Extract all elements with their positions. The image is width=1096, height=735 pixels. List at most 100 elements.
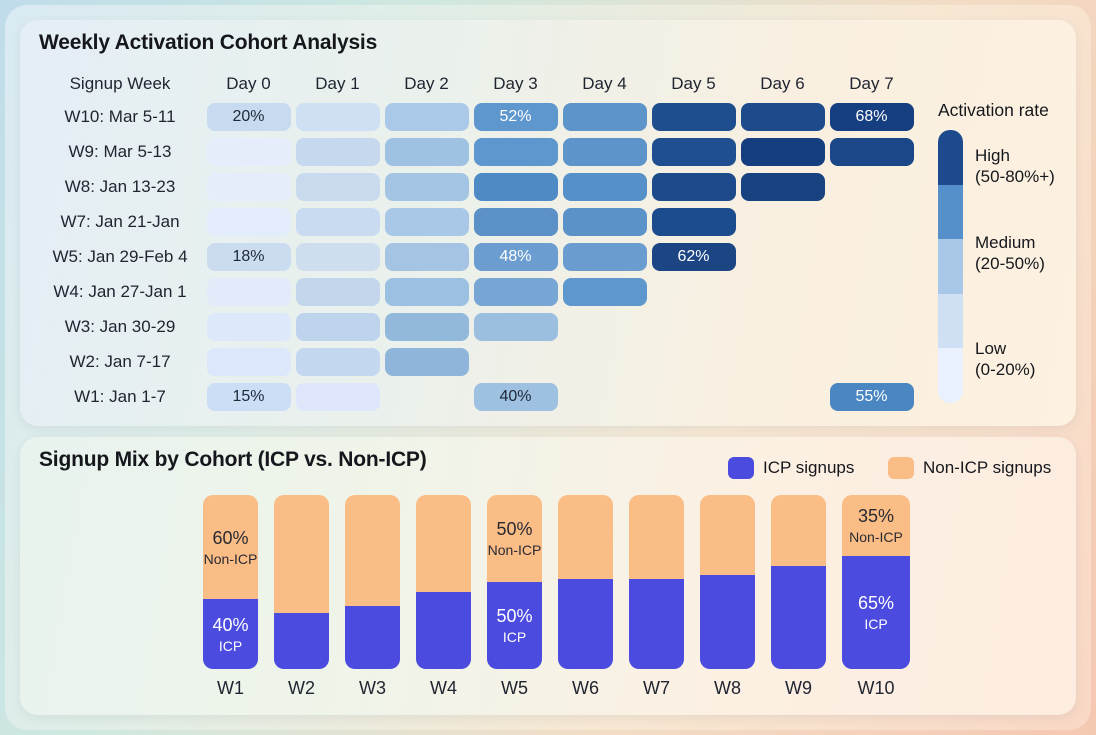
heatmap-cell[interactable] [651,208,736,236]
stacked-bar[interactable]: 35% Non-ICP 65% ICP [842,495,910,669]
heatmap-cell[interactable] [473,208,558,236]
stacked-bar[interactable] [274,495,329,669]
heatmap-cell[interactable] [384,173,469,201]
heatmap-cell[interactable] [562,173,647,201]
week-axis-label: W7 [643,678,670,698]
bar-segment-icp[interactable] [345,606,400,669]
bar-column: W9 [771,495,826,699]
heatmap-cell[interactable] [295,313,380,341]
heatmap-cell[interactable] [295,138,380,166]
stacked-bar[interactable]: 50% Non-ICP 50% ICP [487,495,542,669]
heatmap-cell[interactable] [473,313,558,341]
heatmap-cell[interactable] [295,278,380,306]
bar-segment-icp[interactable]: 65% ICP [842,555,910,669]
icp-sub-label: ICP [864,615,888,632]
bar-segment-non-icp[interactable]: 60% Non-ICP [203,495,258,600]
bar-segment-icp[interactable] [558,578,613,669]
bar-segment-icp[interactable] [629,578,684,669]
heatmap-cell[interactable]: 52% [473,103,558,131]
heatmap-cell[interactable]: 55% [829,383,914,411]
heatmap-cell[interactable] [562,138,647,166]
heatmap-cell[interactable] [740,138,825,166]
non-icp-legend-label: Non-ICP signups [923,458,1052,477]
heatmap-cell[interactable] [206,173,291,201]
heatmap-cell[interactable] [206,348,291,376]
cohort-row-label: W10: Mar 5-11 [64,107,176,126]
heatmap-cell[interactable] [206,278,291,306]
heatmap-cell[interactable] [384,138,469,166]
heatmap-cell[interactable]: 48% [473,243,558,271]
heatmap-cell[interactable] [384,348,469,376]
bar-segment-icp[interactable]: 50% ICP [487,582,542,669]
week-axis-label: W5 [501,678,528,698]
heatmap-cell[interactable]: 62% [651,243,736,271]
bar-segment-non-icp[interactable] [274,495,329,614]
legend-item-non-icp[interactable]: Non-ICP signups [888,457,1051,479]
heatmap-cell[interactable] [206,313,291,341]
stacked-bar[interactable] [345,495,400,669]
heatmap-cell[interactable] [651,103,736,131]
bar-segment-non-icp[interactable] [558,495,613,579]
heatmap-cell[interactable]: 68% [829,103,914,131]
heatmap-cell[interactable] [473,278,558,306]
heatmap-cell[interactable] [384,208,469,236]
bar-segment-non-icp[interactable] [416,495,471,593]
heatmap-cell[interactable]: 18% [206,243,291,271]
heatmap-cell[interactable] [562,208,647,236]
stacked-bar[interactable] [700,495,755,669]
heatmap-cell[interactable] [295,103,380,131]
heatmap-cell[interactable] [651,173,736,201]
heatmap-cell[interactable] [295,173,380,201]
bar-segment-icp[interactable] [416,592,471,669]
bar-segment-non-icp[interactable] [345,495,400,607]
heatmap-cell[interactable]: 40% [473,383,558,411]
heatmap-cell[interactable] [651,138,736,166]
day-header: Day 7 [849,74,894,93]
heatmap-cell[interactable] [562,278,647,306]
heatmap-cell[interactable] [384,103,469,131]
stacked-bar[interactable] [629,495,684,669]
heatmap-cell[interactable] [206,138,291,166]
cohort-row-label: W3: Jan 30-29 [64,317,176,336]
legend-scale-segment [938,130,963,185]
bar-segment-non-icp[interactable] [629,495,684,579]
heatmap-cell[interactable] [473,138,558,166]
heatmap-cell[interactable] [295,383,380,411]
bar-segment-icp[interactable] [700,575,755,669]
day-header: Day 1 [315,74,360,93]
heatmap-cell[interactable] [384,313,469,341]
heatmap-cell[interactable]: 15% [206,383,291,411]
bar-segment-non-icp[interactable] [771,495,826,567]
heatmap-cell[interactable] [740,103,825,131]
heatmap-cell[interactable] [384,278,469,306]
heatmap-cell[interactable] [295,208,380,236]
heatmap-cell[interactable] [206,208,291,236]
icp-percent-label: 65% [857,592,895,613]
week-axis-label: W3 [359,678,386,698]
heatmap-cell[interactable] [473,173,558,201]
heatmap-cell[interactable] [384,243,469,271]
stacked-bar[interactable]: 60% Non-ICP 40% ICP [203,495,258,669]
bar-segment-icp[interactable]: 40% ICP [203,599,258,669]
bar-segment-non-icp[interactable]: 50% Non-ICP [487,495,542,582]
non-icp-sub-label: Non-ICP [203,550,258,567]
heatmap-cell[interactable] [295,243,380,271]
heatmap-cell[interactable]: 20% [206,103,291,131]
heatmap-cell[interactable] [740,173,825,201]
legend-level-range: (0-20%) [975,360,1036,379]
stacked-bar[interactable] [558,495,613,669]
bar-segment-non-icp[interactable]: 35% Non-ICP [842,495,910,556]
stacked-bar[interactable] [771,495,826,669]
cohort-row-label: W5: Jan 29-Feb 4 [52,247,188,266]
bar-segment-icp[interactable] [274,613,329,669]
heatmap-cell[interactable] [829,138,914,166]
bar-segment-icp[interactable] [771,566,826,669]
stacked-bar[interactable] [416,495,471,669]
week-axis-label: W4 [430,678,457,698]
bar-segment-non-icp[interactable] [700,495,755,576]
heatmap-cell[interactable] [562,243,647,271]
icp-legend-label: ICP signups [763,458,855,477]
heatmap-cell[interactable] [562,103,647,131]
heatmap-cell[interactable] [295,348,380,376]
legend-item-icp[interactable]: ICP signups [728,457,854,479]
